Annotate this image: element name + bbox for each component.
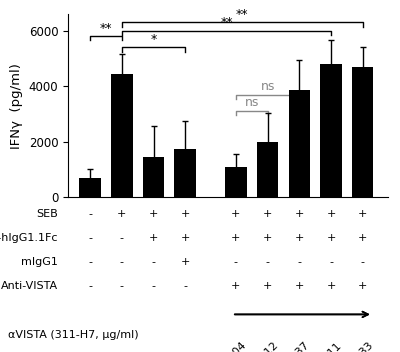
Text: **: ** — [236, 8, 248, 21]
Text: 1.11: 1.11 — [319, 340, 343, 352]
Text: ns: ns — [260, 80, 275, 93]
Text: -: - — [152, 281, 156, 291]
Text: 0.37: 0.37 — [287, 340, 312, 352]
Text: -: - — [329, 257, 333, 267]
Text: -: - — [88, 209, 92, 219]
Text: ns: ns — [244, 96, 259, 109]
Text: +: + — [180, 209, 190, 219]
Text: +: + — [294, 209, 304, 219]
Text: -: - — [183, 281, 187, 291]
Text: -: - — [120, 257, 124, 267]
Text: +: + — [358, 233, 367, 243]
Text: -: - — [120, 281, 124, 291]
Text: +: + — [231, 209, 241, 219]
Bar — [288, 90, 310, 197]
Text: -: - — [361, 257, 365, 267]
Text: -: - — [88, 257, 92, 267]
Text: -: - — [88, 281, 92, 291]
Text: **: ** — [220, 16, 233, 29]
Bar — [80, 178, 101, 197]
Text: +: + — [358, 281, 367, 291]
Text: 3.33: 3.33 — [350, 340, 375, 352]
Bar — [320, 64, 342, 197]
Text: +: + — [180, 257, 190, 267]
Text: αVISTA (311-H7, μg/ml): αVISTA (311-H7, μg/ml) — [8, 330, 139, 340]
Text: +: + — [326, 281, 336, 291]
Y-axis label: IFNγ  (pg/ml): IFNγ (pg/ml) — [10, 63, 23, 149]
Text: -: - — [234, 257, 238, 267]
Text: -: - — [88, 233, 92, 243]
Text: +: + — [117, 209, 126, 219]
Text: +: + — [326, 209, 336, 219]
Text: +: + — [358, 209, 367, 219]
Bar — [143, 157, 164, 197]
Bar — [111, 74, 133, 197]
Text: -: - — [152, 257, 156, 267]
Bar — [174, 149, 196, 197]
Text: +: + — [294, 233, 304, 243]
Text: SEB: SEB — [36, 209, 58, 219]
Text: -: - — [120, 233, 124, 243]
Text: mIgG1: mIgG1 — [21, 257, 58, 267]
Text: +: + — [149, 233, 158, 243]
Text: +: + — [231, 233, 241, 243]
Text: -: - — [266, 257, 270, 267]
Text: 0.12: 0.12 — [255, 340, 280, 352]
Text: **: ** — [100, 21, 112, 34]
Text: -: - — [297, 257, 301, 267]
Bar — [257, 142, 278, 197]
Text: VISTA-hIgG1.1Fc: VISTA-hIgG1.1Fc — [0, 233, 58, 243]
Text: +: + — [231, 281, 241, 291]
Bar — [352, 67, 374, 197]
Text: +: + — [149, 209, 158, 219]
Text: +: + — [263, 233, 272, 243]
Text: +: + — [263, 209, 272, 219]
Text: +: + — [180, 233, 190, 243]
Bar — [225, 166, 247, 197]
Text: Anti-VISTA: Anti-VISTA — [1, 281, 58, 291]
Text: +: + — [294, 281, 304, 291]
Text: *: * — [150, 33, 157, 46]
Text: +: + — [263, 281, 272, 291]
Text: 0.04: 0.04 — [224, 340, 248, 352]
Text: +: + — [326, 233, 336, 243]
